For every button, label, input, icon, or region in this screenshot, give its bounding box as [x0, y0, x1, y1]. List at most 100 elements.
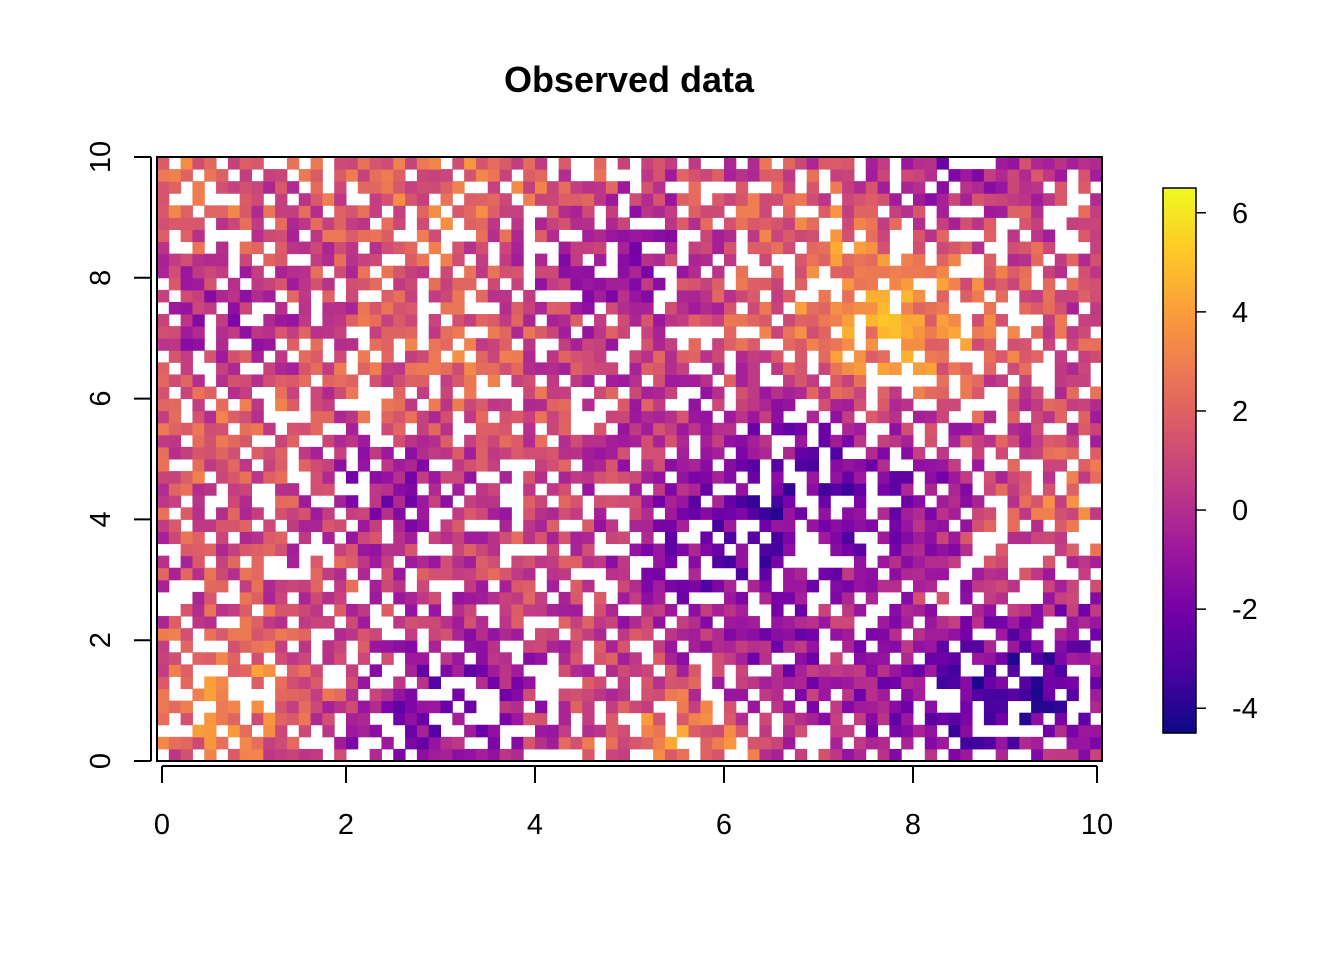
- heatmap-cell: [546, 567, 560, 581]
- heatmap-cell: [1042, 241, 1056, 255]
- heatmap-cell: [913, 301, 926, 315]
- heatmap-cell: [192, 591, 205, 605]
- heatmap-cell: [877, 446, 890, 460]
- heatmap-cell: [1007, 422, 1020, 436]
- heatmap-cell: [251, 591, 264, 605]
- heatmap-cell: [664, 459, 678, 472]
- heatmap-cell: [1066, 338, 1079, 351]
- heatmap-cell: [735, 169, 749, 182]
- heatmap-cell: [983, 591, 997, 605]
- heatmap-cell: [653, 459, 666, 472]
- heatmap-cell: [204, 519, 217, 532]
- heatmap-cell: [464, 434, 477, 448]
- heatmap-cell: [972, 193, 985, 206]
- heatmap-cell: [1078, 736, 1091, 750]
- heatmap-cell: [653, 350, 666, 363]
- heatmap-cell: [700, 712, 713, 726]
- heatmap-cell: [1007, 253, 1020, 267]
- heatmap-cell: [310, 688, 323, 702]
- heatmap-cell: [1042, 157, 1056, 170]
- heatmap-cell: [310, 603, 323, 617]
- heatmap-cell: [523, 374, 536, 388]
- heatmap-cell: [275, 253, 288, 267]
- heatmap-cell: [747, 507, 760, 520]
- heatmap-cell: [546, 265, 560, 279]
- heatmap-cell: [1090, 386, 1103, 400]
- heatmap-cell: [936, 652, 949, 665]
- heatmap-cell: [995, 543, 1008, 557]
- heatmap-cell: [511, 301, 524, 315]
- heatmap-cell: [1066, 374, 1079, 388]
- heatmap-cell: [794, 277, 808, 291]
- heatmap-cell: [523, 181, 536, 194]
- heatmap-cell: [180, 326, 193, 339]
- colorbar-segment: [1163, 658, 1196, 665]
- heatmap-cell: [416, 495, 430, 508]
- heatmap-cell: [653, 652, 666, 665]
- heatmap-cell: [558, 326, 571, 339]
- heatmap-cell: [216, 459, 229, 472]
- heatmap-cell: [464, 700, 477, 714]
- heatmap-cell: [783, 700, 796, 714]
- heatmap-cell: [995, 157, 1008, 170]
- heatmap-cell: [346, 422, 359, 436]
- heatmap-cell: [168, 664, 182, 677]
- heatmap-cell: [558, 567, 571, 581]
- heatmap-cell: [275, 700, 288, 714]
- heatmap-cell: [1090, 253, 1103, 267]
- heatmap-cell: [180, 543, 193, 557]
- heatmap-cell: [948, 724, 961, 738]
- heatmap-cell: [286, 712, 300, 726]
- heatmap-cell: [428, 157, 441, 170]
- heatmap-cell: [830, 253, 843, 267]
- heatmap-cell: [806, 374, 819, 388]
- heatmap-cell: [499, 700, 512, 714]
- heatmap-cell: [924, 459, 938, 472]
- heatmap-cell: [440, 374, 453, 388]
- heatmap-cell: [322, 217, 335, 230]
- heatmap-cell: [369, 446, 382, 460]
- heatmap-cell: [334, 217, 347, 230]
- heatmap-cell: [298, 748, 312, 762]
- heatmap-cell: [192, 241, 205, 255]
- heatmap-cell: [535, 326, 548, 339]
- heatmap-cell: [771, 628, 784, 641]
- heatmap-cell: [853, 265, 867, 279]
- heatmap-cell: [806, 483, 819, 496]
- heatmap-cell: [842, 640, 855, 653]
- heatmap-cell: [641, 567, 654, 581]
- heatmap-cell: [960, 616, 973, 629]
- heatmap-cell: [570, 241, 583, 255]
- heatmap-cell: [334, 338, 347, 351]
- heatmap-cell: [629, 410, 642, 424]
- heatmap-cell: [676, 410, 690, 424]
- heatmap-cell: [700, 386, 713, 400]
- heatmap-cell: [960, 712, 973, 726]
- heatmap-cell: [369, 241, 382, 255]
- heatmap-cell: [322, 241, 335, 255]
- heatmap-cell: [416, 229, 430, 243]
- heatmap-cell: [570, 664, 583, 677]
- heatmap-cell: [369, 748, 382, 762]
- heatmap-cell: [511, 253, 524, 267]
- heatmap-cell: [546, 579, 560, 593]
- heatmap-cell: [877, 688, 890, 702]
- heatmap-cell: [747, 157, 760, 170]
- heatmap-cell: [582, 628, 595, 641]
- heatmap-cell: [275, 628, 288, 641]
- heatmap-cell: [286, 434, 300, 448]
- heatmap-cell: [853, 676, 867, 690]
- heatmap-cell: [452, 326, 465, 339]
- heatmap-cell: [889, 519, 902, 532]
- heatmap-cell: [263, 253, 276, 267]
- heatmap-cell: [901, 676, 914, 690]
- heatmap-cell: [251, 736, 264, 750]
- heatmap-cell: [700, 217, 713, 230]
- heatmap-cell: [322, 434, 335, 448]
- heatmap-cell: [842, 700, 855, 714]
- heatmap-cell: [157, 422, 170, 436]
- heatmap-cell: [783, 567, 796, 581]
- heatmap-cell: [594, 157, 607, 170]
- heatmap-cell: [594, 555, 607, 569]
- heatmap-cell: [251, 507, 264, 520]
